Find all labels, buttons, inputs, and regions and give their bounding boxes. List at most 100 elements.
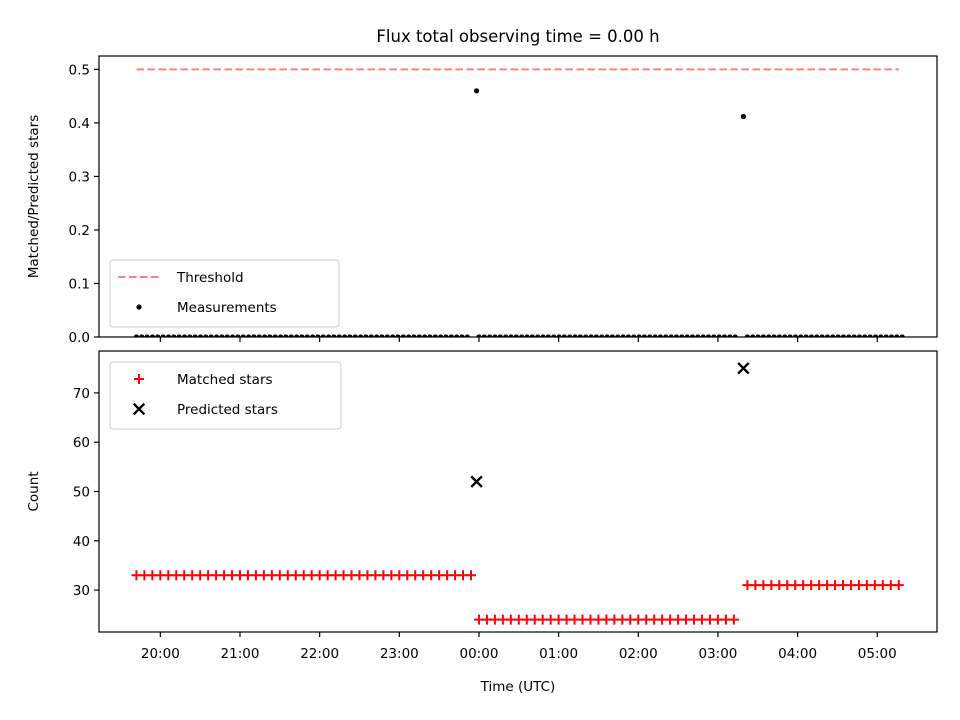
measurements-point (830, 334, 836, 337)
measurements-point (443, 334, 449, 337)
measurements-point (476, 334, 482, 337)
measurements-point (711, 334, 717, 337)
measurements-point (668, 334, 674, 337)
measurements-point (787, 334, 793, 337)
x-tick-label: 02:00 (619, 646, 658, 662)
measurements-point (803, 334, 809, 337)
measurements-point (700, 334, 706, 337)
measurements-point (798, 334, 804, 337)
y-tick-label: 40 (73, 534, 90, 550)
measurements-point (487, 334, 493, 337)
measurements-point (208, 334, 214, 337)
measurements-point (766, 334, 772, 337)
y-tick-label: 0.4 (69, 116, 90, 132)
measurements-point (240, 334, 246, 337)
measurements-point (615, 334, 621, 337)
measurements-point (771, 334, 777, 337)
measurements-point (213, 334, 220, 337)
measurements-point (245, 334, 252, 337)
measurements-point (187, 334, 193, 337)
measurements-point (732, 334, 738, 337)
measurements-point (288, 334, 294, 337)
measurements-point (835, 334, 841, 337)
measurements-point (588, 334, 594, 337)
measurements-point (883, 334, 889, 337)
measurements-point (224, 334, 230, 337)
measurements-point (513, 334, 519, 337)
measurements-point (673, 334, 680, 337)
measurements-point (529, 334, 535, 337)
measurements-point (572, 334, 578, 337)
measurements-point (438, 334, 444, 337)
measurements-point (625, 334, 632, 337)
ratio-data (133, 68, 905, 337)
measurements-point (727, 334, 733, 337)
x-tick-label: 23:00 (380, 646, 419, 662)
matched-stars-point (893, 580, 904, 591)
measurements-point (776, 334, 783, 337)
measurements-point (293, 334, 300, 337)
measurements-point (577, 334, 583, 337)
measurements-point (631, 334, 637, 337)
measurements-point (641, 334, 648, 337)
measurements-point (267, 334, 273, 337)
measurements-point (133, 334, 140, 337)
measurements-point (840, 334, 847, 337)
x-axis-label: Time (UTC) (480, 679, 556, 695)
ratio-legend-box (109, 259, 340, 328)
measurements-point (899, 334, 905, 337)
ratio-panel: 0.0 0.1 0.2 0.3 0.4 0.5 Matched/Predicted star… (26, 55, 938, 346)
measurements-point (203, 334, 209, 337)
measurements-point (251, 334, 257, 337)
y-tick-label: 0.0 (69, 330, 90, 346)
measurements-point (888, 334, 895, 337)
predicted-stars-point (470, 475, 483, 488)
measurements-point (872, 334, 879, 337)
measurements-point (856, 334, 863, 337)
measurements-point (165, 334, 172, 337)
measurements-point (540, 334, 546, 337)
measurements-point (695, 334, 701, 337)
measurements-point (144, 334, 150, 337)
measurements-point (320, 334, 326, 337)
measurements-point (744, 334, 751, 337)
measurements-point (652, 334, 658, 337)
measurements-point (272, 334, 278, 337)
predicted-stars-point (737, 362, 750, 375)
measurements-point (459, 334, 465, 337)
ratio-legend: Threshold Measurements (109, 259, 340, 328)
measurements-point (545, 334, 551, 337)
measurements-point (705, 334, 712, 337)
measurements-point (149, 334, 156, 337)
measurements-point (315, 334, 321, 337)
legend-swatch-measurements (136, 304, 142, 310)
measurements-point (867, 334, 873, 337)
measurements-point (368, 334, 374, 337)
measurements-point (721, 334, 728, 337)
measurements-point (481, 334, 487, 337)
measurements-point (155, 334, 161, 337)
measurements-point (261, 334, 268, 337)
measurements-point (760, 334, 767, 337)
measurements-point (819, 334, 825, 337)
measurements-point (352, 334, 358, 337)
measurements-point (657, 334, 664, 337)
measurements-point (782, 334, 788, 337)
measurements-point (862, 334, 868, 337)
x-tick-label: 05:00 (858, 646, 897, 662)
measurements-point (620, 334, 626, 337)
measurements-point (256, 334, 262, 337)
measurements-point (325, 334, 332, 337)
measurements-point (299, 334, 305, 337)
measurements-point (411, 334, 417, 337)
chart-title: Flux total observing time = 0.00 h (376, 27, 659, 46)
measurements-point (432, 334, 438, 337)
measurements-point (427, 334, 433, 337)
measurements-point (416, 334, 422, 337)
measurements-point (400, 334, 406, 337)
measurements-point (755, 334, 761, 337)
measurements-point (363, 334, 369, 337)
y-tick-label: 0.3 (69, 169, 90, 185)
